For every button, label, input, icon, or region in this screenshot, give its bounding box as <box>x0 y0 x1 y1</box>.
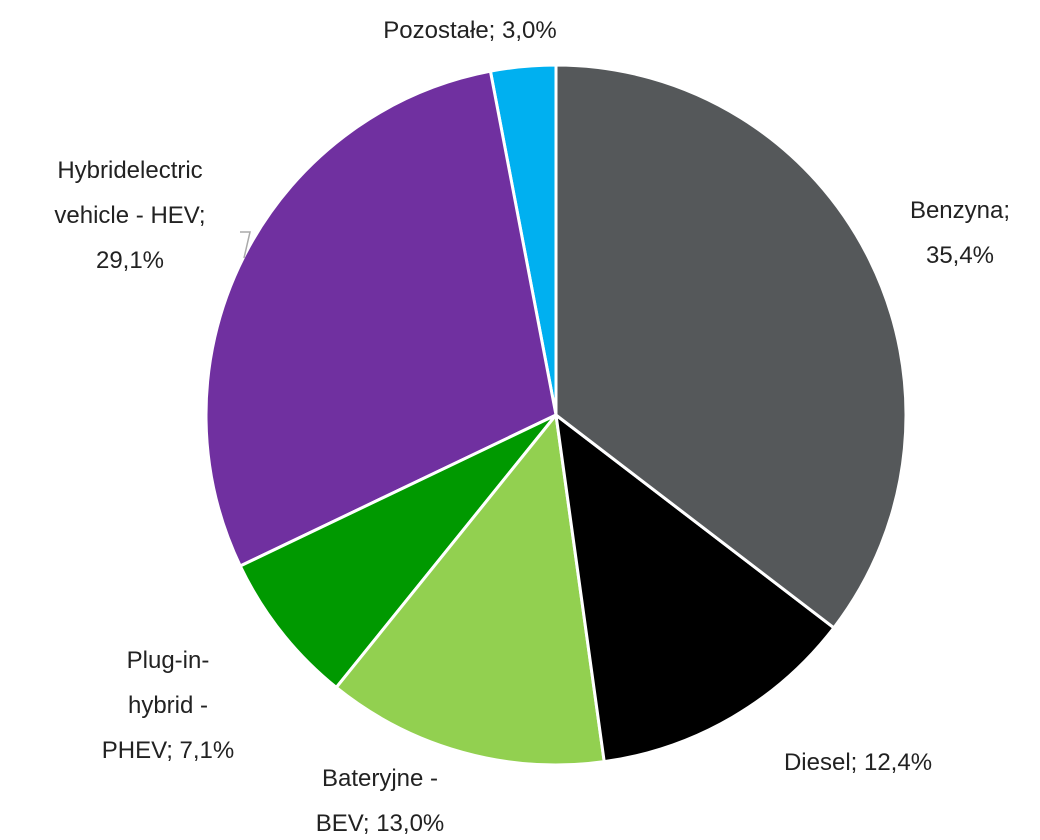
data-label: Benzyna; 35,4% <box>909 197 1011 269</box>
data-label: Hybridelectric vehicle - HEV; 29,1% <box>54 157 206 274</box>
pie-slice <box>334 413 606 767</box>
data-label: Diesel; 12,4% <box>783 749 933 776</box>
pie-slice <box>554 63 908 630</box>
pie-slice <box>238 413 558 689</box>
data-label: Plug-in-hybrid - PHEV; 7,1% <box>101 647 235 764</box>
pie-slice <box>554 413 836 764</box>
data-label: Pozostałe; 3,0% <box>383 17 557 44</box>
leader-line <box>240 231 251 259</box>
data-label: Bateryjne - BEV; 13,0% <box>315 765 445 837</box>
